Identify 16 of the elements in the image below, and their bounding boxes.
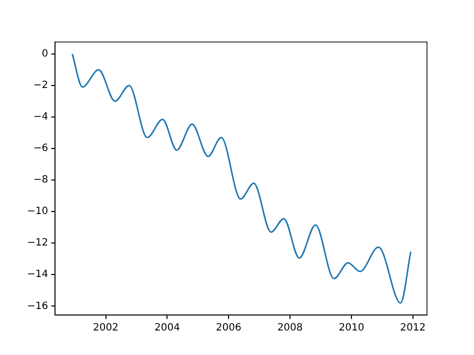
y-tick-label: 0 [42, 48, 48, 60]
x-tick-label: 2006 [216, 322, 242, 334]
x-tick-label: 2012 [400, 322, 426, 334]
y-tick-label: −14 [26, 269, 48, 280]
y-tick-label: −2 [33, 80, 48, 92]
y-tick-label: −4 [33, 112, 48, 123]
line-series [72, 53, 412, 304]
x-tick-label: 2004 [154, 322, 180, 334]
y-tick-label: −12 [26, 238, 48, 249]
y-tick-label: −16 [26, 300, 48, 312]
x-tick-label: 2008 [277, 322, 303, 334]
x-tick-label: 2002 [93, 322, 118, 334]
y-tick-label: −6 [33, 143, 48, 154]
y-tick-label: −10 [26, 206, 48, 218]
x-tick-label: 2010 [338, 322, 364, 334]
y-tick-label: −8 [33, 174, 48, 186]
